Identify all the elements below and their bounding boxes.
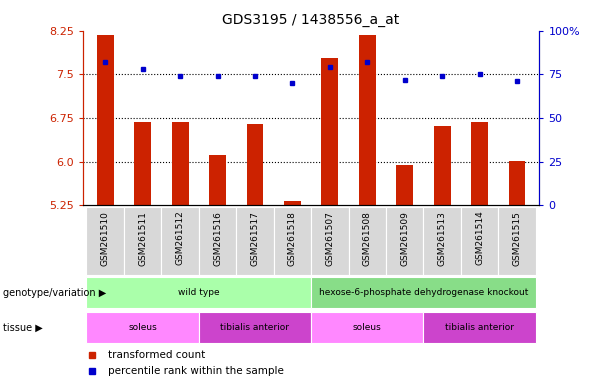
Text: transformed count: transformed count bbox=[108, 350, 205, 360]
Bar bbox=[199, 312, 311, 343]
Text: tibialis anterior: tibialis anterior bbox=[221, 323, 289, 332]
Bar bbox=[424, 207, 461, 275]
Bar bbox=[498, 207, 536, 275]
Bar bbox=[311, 207, 349, 275]
Text: GSM261518: GSM261518 bbox=[288, 211, 297, 266]
Bar bbox=[396, 165, 413, 205]
Text: tibialis anterior: tibialis anterior bbox=[445, 323, 514, 332]
Text: soleus: soleus bbox=[353, 323, 382, 332]
Text: GSM261507: GSM261507 bbox=[326, 211, 334, 266]
Text: GSM261513: GSM261513 bbox=[438, 211, 447, 266]
Bar bbox=[349, 207, 386, 275]
Bar bbox=[471, 122, 488, 205]
Text: GSM261512: GSM261512 bbox=[175, 211, 185, 265]
Text: genotype/variation ▶: genotype/variation ▶ bbox=[3, 288, 106, 298]
Bar bbox=[311, 312, 424, 343]
Text: GSM261508: GSM261508 bbox=[363, 211, 371, 266]
Bar bbox=[311, 277, 536, 308]
Bar bbox=[386, 207, 424, 275]
Text: GSM261510: GSM261510 bbox=[101, 211, 110, 266]
Bar bbox=[236, 207, 273, 275]
Bar bbox=[172, 122, 189, 205]
Bar bbox=[86, 207, 124, 275]
Text: GSM261509: GSM261509 bbox=[400, 211, 409, 266]
Text: percentile rank within the sample: percentile rank within the sample bbox=[108, 366, 284, 376]
Text: GSM261514: GSM261514 bbox=[475, 211, 484, 265]
Bar bbox=[461, 207, 498, 275]
Text: wild type: wild type bbox=[178, 288, 219, 297]
Title: GDS3195 / 1438556_a_at: GDS3195 / 1438556_a_at bbox=[223, 13, 400, 27]
Bar bbox=[284, 201, 301, 205]
Bar bbox=[321, 58, 338, 205]
Bar bbox=[86, 312, 199, 343]
Text: GSM261511: GSM261511 bbox=[138, 211, 147, 266]
Bar bbox=[424, 312, 536, 343]
Bar bbox=[86, 277, 311, 308]
Text: hexose-6-phosphate dehydrogenase knockout: hexose-6-phosphate dehydrogenase knockou… bbox=[319, 288, 528, 297]
Bar bbox=[509, 161, 525, 205]
Bar bbox=[97, 35, 113, 205]
Text: GSM261517: GSM261517 bbox=[251, 211, 259, 266]
Bar bbox=[124, 207, 161, 275]
Bar bbox=[134, 122, 151, 205]
Bar bbox=[273, 207, 311, 275]
Bar bbox=[433, 126, 451, 205]
Bar bbox=[209, 155, 226, 205]
Bar bbox=[246, 124, 264, 205]
Text: tissue ▶: tissue ▶ bbox=[3, 322, 43, 333]
Text: soleus: soleus bbox=[128, 323, 157, 332]
Bar bbox=[359, 35, 376, 205]
Bar bbox=[199, 207, 236, 275]
Text: GSM261516: GSM261516 bbox=[213, 211, 222, 266]
Text: GSM261515: GSM261515 bbox=[512, 211, 522, 266]
Bar bbox=[161, 207, 199, 275]
